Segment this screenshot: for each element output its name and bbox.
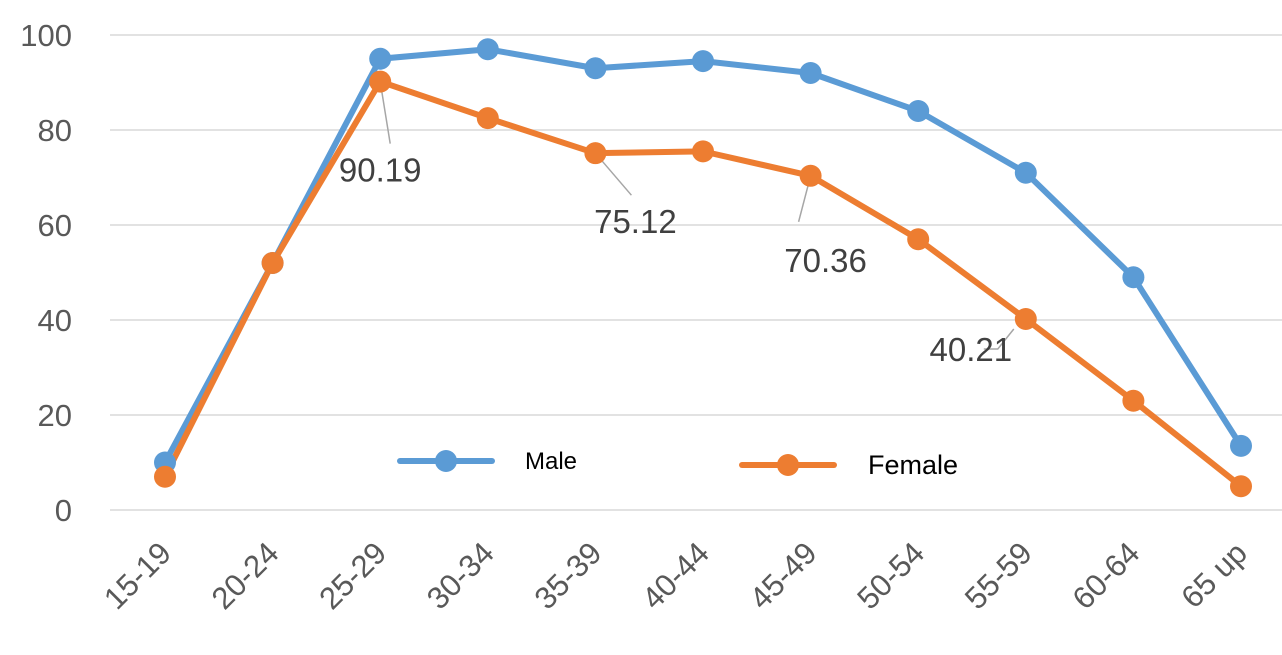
data-label: 70.36 xyxy=(784,242,867,279)
data-point xyxy=(584,142,607,165)
data-point xyxy=(1230,434,1252,457)
x-tick-label: 55-59 xyxy=(958,535,1039,616)
data-point xyxy=(476,38,499,61)
x-tick-label: 60-64 xyxy=(1066,535,1147,616)
data-point xyxy=(476,107,499,130)
data-point xyxy=(692,140,714,163)
data-point xyxy=(1122,266,1145,289)
x-tick-label: 30-34 xyxy=(420,535,501,616)
series-line-0 xyxy=(162,46,1244,466)
x-axis: 15-19 20-24 25-29 30-34 35-39 40-44 45-49 50-54… xyxy=(97,535,1254,616)
legend-swatch-marker xyxy=(435,450,457,472)
y-tick-label: 100 xyxy=(20,18,72,53)
data-point xyxy=(369,70,392,93)
legend-swatch-marker xyxy=(777,454,799,476)
gridlines xyxy=(110,34,1282,511)
annotation-leader xyxy=(983,328,1015,350)
x-tick-label: 65 up xyxy=(1174,535,1254,615)
y-tick-label: 0 xyxy=(55,493,72,528)
data-label: 75.12 xyxy=(594,203,677,240)
series-points xyxy=(154,38,1252,498)
data-point xyxy=(1014,308,1037,331)
x-tick-label: 20-24 xyxy=(205,535,286,616)
data-label: 90.19 xyxy=(339,152,422,189)
data-point xyxy=(1230,475,1252,498)
data-point xyxy=(584,57,607,80)
data-labels: 90.19 75.12 70.36 40.21 xyxy=(339,152,1012,368)
y-tick-label: 80 xyxy=(38,113,72,148)
data-point xyxy=(1014,161,1037,184)
legend: Male Female xyxy=(397,448,958,480)
data-point xyxy=(907,100,930,122)
data-point xyxy=(261,252,284,274)
x-tick-label: 25-29 xyxy=(312,535,393,616)
x-tick-label: 45-49 xyxy=(743,535,824,616)
data-point xyxy=(799,62,822,84)
x-tick-label: 35-39 xyxy=(528,535,609,616)
data-point xyxy=(692,50,714,73)
x-tick-label: 15-19 xyxy=(97,535,178,616)
legend-label: Female xyxy=(868,450,958,480)
data-point xyxy=(154,465,176,488)
y-tick-label: 20 xyxy=(38,398,72,433)
legend-label: Male xyxy=(525,448,577,475)
data-point xyxy=(799,164,822,187)
y-tick-label: 60 xyxy=(38,208,72,243)
x-tick-label: 40-44 xyxy=(635,535,716,616)
data-point xyxy=(907,228,930,251)
data-point xyxy=(369,47,392,70)
data-point xyxy=(1122,389,1145,412)
y-axis: 0 20 40 60 80 100 xyxy=(20,18,72,528)
series-lines xyxy=(162,46,1244,490)
x-tick-label: 50-54 xyxy=(850,535,931,616)
data-label: 40.21 xyxy=(930,331,1013,368)
y-tick-label: 40 xyxy=(38,303,72,338)
